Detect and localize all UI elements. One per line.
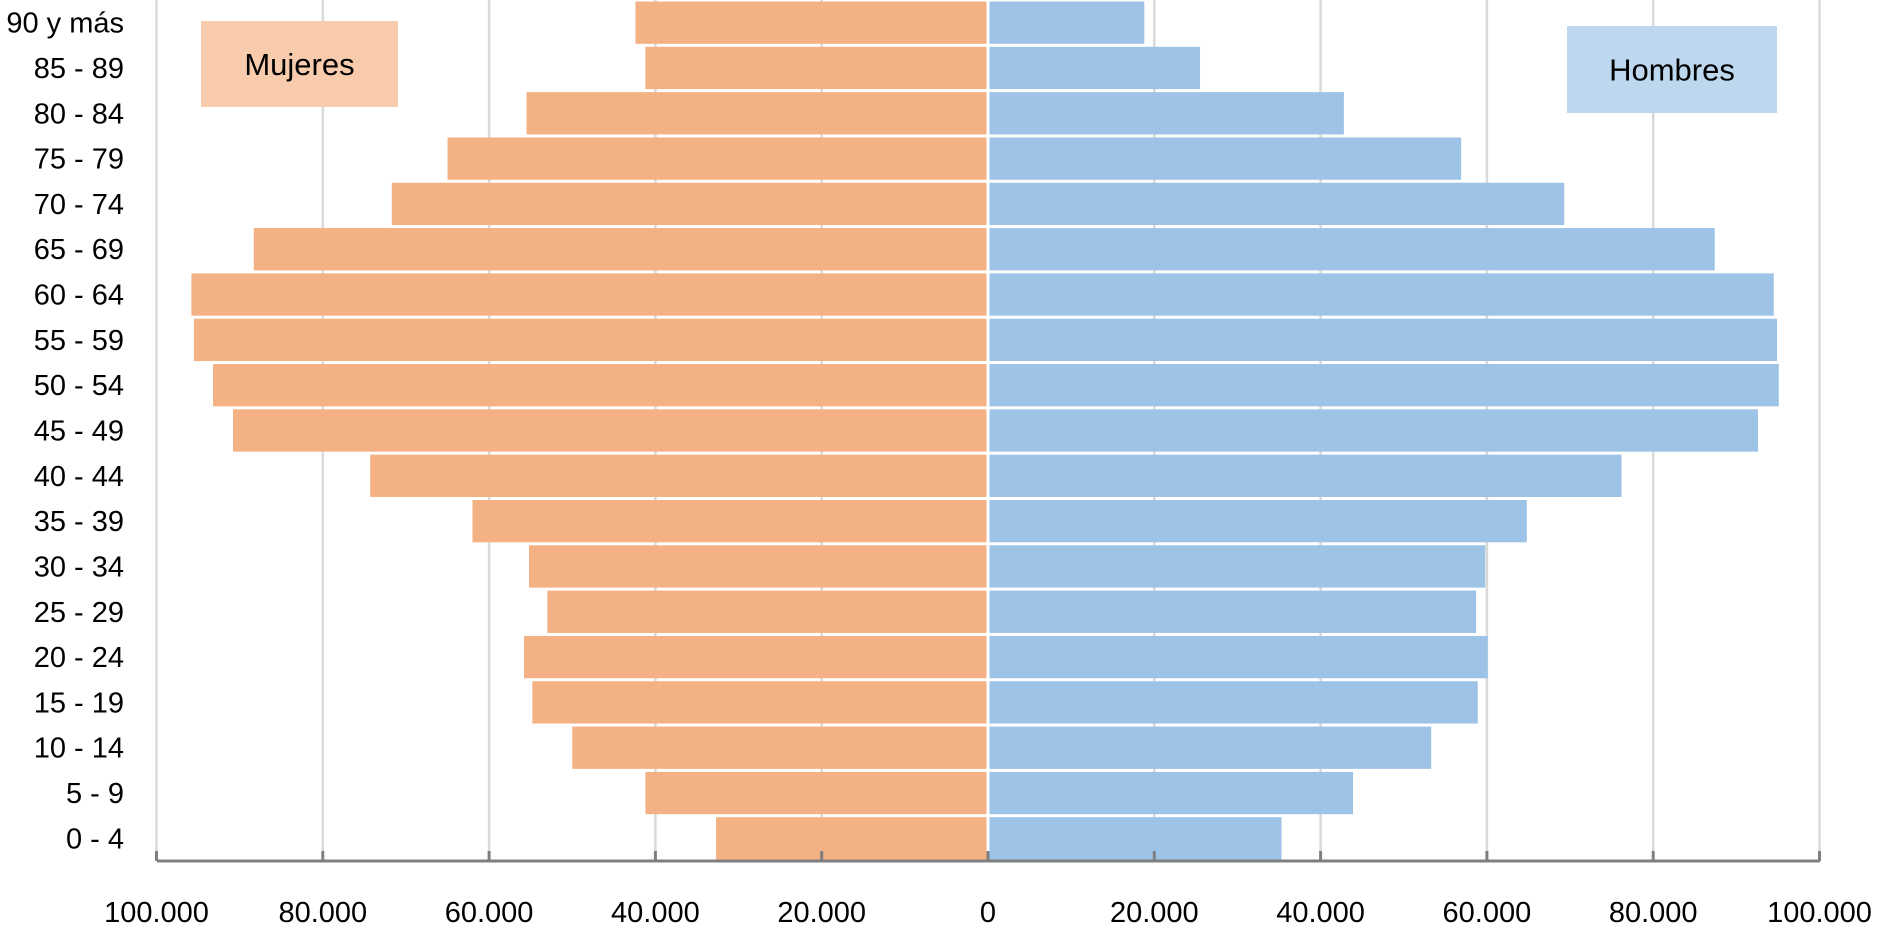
y-category-label: 0 - 4 (66, 823, 124, 855)
y-axis-labels: 0 - 4 5 - 9 10 - 14 15 - 19 20 - 24 25 - 29 30… (6, 8, 124, 856)
bar-hombres-70-74 (988, 182, 1565, 226)
legend-label: Hombres (1609, 53, 1735, 88)
bar-mujeres-10-14 (572, 726, 988, 769)
y-category-label: 20 - 24 (34, 642, 124, 674)
bar-mujeres-30-34 (529, 545, 988, 588)
y-category-label: 85 - 89 (34, 53, 124, 85)
x-tick-label: 20.000 (777, 897, 866, 929)
bar-mujeres-85-89 (645, 46, 988, 90)
x-axis (155, 851, 1821, 863)
bar-mujeres-45-49 (232, 409, 989, 452)
y-category-label: 60 - 64 (34, 280, 124, 312)
y-category-label: 35 - 39 (34, 506, 124, 538)
x-axis-labels: 100.000 80.000 60.000 40.000 20.000 0 20.000 40… (104, 897, 1872, 929)
legend-hombres: Hombres (1567, 26, 1777, 113)
bar-mujeres-40-44 (370, 454, 988, 497)
bar-hombres-45-49 (988, 409, 1758, 452)
bar-mujeres-15-19 (532, 681, 988, 724)
legend: Mujeres Hombres (201, 21, 1777, 113)
bar-mujeres-55-59 (193, 318, 989, 362)
bar-hombres-75-79 (988, 137, 1462, 180)
bar-hombres-15-19 (988, 681, 1478, 724)
y-category-label: 30 - 34 (34, 551, 124, 583)
bar-mujeres-20-24 (524, 635, 988, 679)
legend-box (201, 21, 398, 107)
y-category-label: 10 - 14 (34, 733, 124, 765)
bar-mujeres-80-84 (526, 92, 988, 135)
y-category-label: 90 y más (6, 8, 124, 40)
bar-hombres-80-84 (988, 92, 1344, 135)
x-tick-label: 60.000 (445, 897, 534, 929)
bar-mujeres-5-9 (645, 771, 988, 815)
x-tick-label: 60.000 (1443, 897, 1532, 929)
y-category-label: 65 - 69 (34, 234, 124, 266)
y-category-label: 70 - 74 (34, 189, 124, 221)
x-tick-label: 20.000 (1110, 897, 1199, 929)
bar-mujeres-60-64 (191, 273, 989, 316)
bar-mujeres-65-69 (253, 228, 988, 271)
bar-hombres-90ymás (988, 1, 1145, 44)
bar-hombres-65-69 (988, 228, 1715, 271)
y-category-label: 75 - 79 (34, 144, 124, 176)
bar-hombres-25-29 (988, 590, 1477, 633)
bar-hombres-50-54 (988, 364, 1779, 407)
y-category-label: 25 - 29 (34, 597, 124, 629)
y-category-label: 80 - 84 (34, 98, 124, 130)
x-tick-label: 80.000 (278, 897, 367, 929)
y-category-label: 5 - 9 (66, 778, 124, 810)
x-tick-label: 80.000 (1609, 897, 1698, 929)
y-category-label: 40 - 44 (34, 461, 124, 493)
bar-mujeres-25-29 (547, 590, 988, 633)
bar-mujeres-70-74 (391, 182, 988, 226)
bar-hombres-0-4 (988, 817, 1282, 860)
bar-mujeres-90ymás (635, 1, 988, 44)
legend-mujeres: Mujeres (201, 21, 398, 107)
y-category-label: 50 - 54 (34, 370, 124, 402)
legend-box (1567, 26, 1777, 113)
x-tick-label: 40.000 (611, 897, 700, 929)
bar-mujeres-0-4 (716, 817, 988, 860)
bars (191, 0, 1779, 861)
bar-hombres-60-64 (988, 273, 1774, 316)
x-tick-label: 0 (980, 897, 996, 929)
bar-mujeres-35-39 (472, 499, 989, 543)
bar-mujeres-50-54 (213, 364, 989, 407)
x-tick-label: 40.000 (1276, 897, 1365, 929)
bar-hombres-85-89 (988, 46, 1201, 90)
legend-label: Mujeres (244, 47, 354, 82)
bar-hombres-30-34 (988, 545, 1486, 588)
y-category-label: 15 - 19 (34, 687, 124, 719)
bar-hombres-35-39 (988, 499, 1527, 543)
y-category-label: 55 - 59 (34, 325, 124, 357)
bar-hombres-20-24 (988, 635, 1488, 679)
bar-hombres-5-9 (988, 771, 1354, 815)
bar-hombres-10-14 (988, 726, 1432, 769)
x-tick-label: 100.000 (104, 897, 209, 929)
x-tick-label: 100.000 (1767, 897, 1872, 929)
bar-hombres-40-44 (988, 454, 1622, 497)
bar-hombres-55-59 (988, 318, 1778, 362)
bar-mujeres-75-79 (447, 137, 988, 180)
y-category-label: 45 - 49 (34, 416, 124, 448)
